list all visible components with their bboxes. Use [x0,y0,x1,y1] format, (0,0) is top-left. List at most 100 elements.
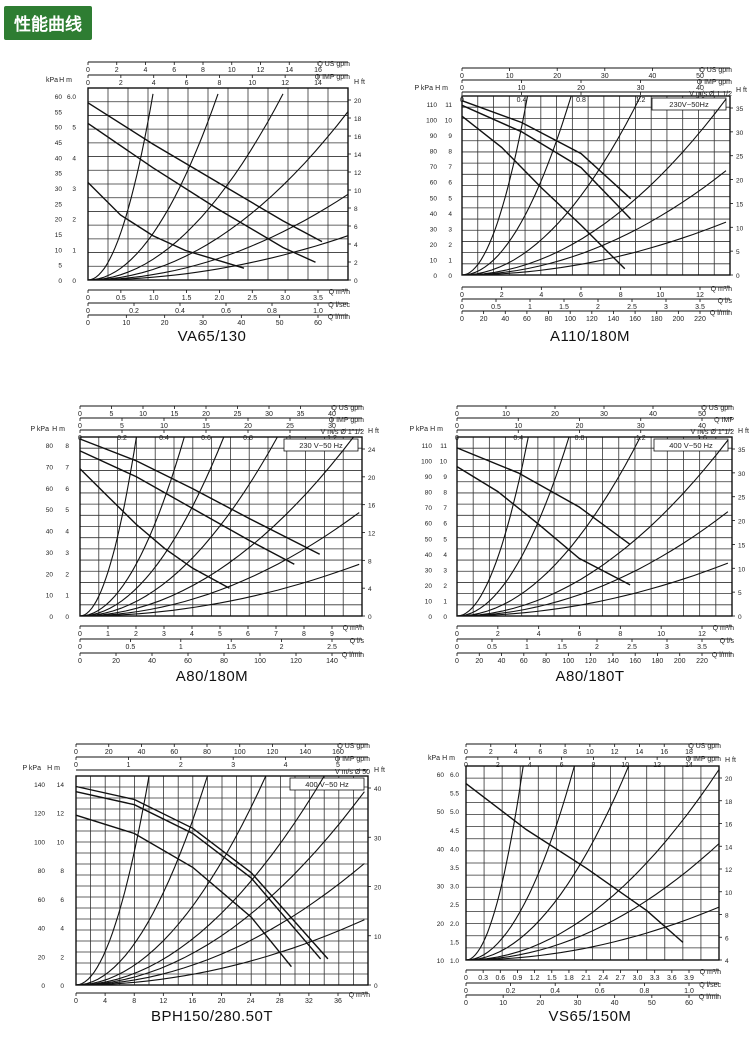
left-axis-1-tick-label: 0 [72,278,76,285]
right-axis-label: H ft [738,428,749,435]
left-axis-0-tick-label: 90 [430,133,438,140]
bottom-axis-1-tick-label: 1 [525,644,529,651]
right-axis-tick-label: 10 [725,890,733,897]
bottom-axis-2-tick-label: 10 [499,1000,507,1007]
left-axis-1-tick-label: 11 [445,102,452,109]
left-axis-1-label: H m [59,77,72,84]
system-curve [465,765,524,961]
right-axis-tick-label: 20 [368,475,376,482]
voltage-label-box [651,97,727,111]
top-axis-0-tick-label: 12 [611,749,619,756]
left-axis-1-tick-label: 1 [65,593,69,600]
top-axis-2-tick-label: 0 [455,435,459,442]
system-curve [79,436,354,617]
left-axis-1-tick-label: 5.5 [450,791,459,798]
bottom-axis-0-label: Q m³/h [329,289,350,296]
chart-caption-a80-180t: A80/180T [555,668,625,685]
pump-curve [75,791,322,960]
top-axis-0-tick-label: 10 [586,749,594,756]
left-axis-0-label: P kPa [22,765,41,772]
bottom-axis-1-tick-label: 1 [179,644,183,651]
voltage-label-box [289,777,365,791]
bottom-axis-0-tick-label: 1.2 [530,975,540,982]
bottom-axis-2-tick-label: 0 [78,658,82,665]
top-axis-2-tick-label: 1.2 [636,97,646,104]
bottom-axis-0-tick-label: 3.9 [684,975,694,982]
pump-curve [79,468,230,589]
bottom-axis-0-tick-label: 3.6 [667,975,677,982]
left-axis-0-tick-label: 35 [55,171,63,178]
left-axis-1-tick-label: 9 [443,474,447,481]
plot-frame [456,436,733,617]
bottom-axis-0-tick-label: 0.9 [513,975,523,982]
bottom-axis-1-label: Q l/sec [328,302,350,309]
left-axis-1-label: H m [430,426,443,433]
top-axis-1-label: Q IMP gpm [315,74,350,81]
top-axis-0-tick-label: 120 [267,749,279,756]
right-axis-tick-label: 12 [368,531,376,538]
top-axis-0-tick-label: 30 [601,73,609,80]
top-axis-2-label: V m/s Ø 1 1/2 [689,91,732,98]
bottom-axis-0-tick-label: 12 [696,292,704,299]
top-axis-1-tick-label: 40 [698,423,706,430]
left-axis-0-tick-label: 40 [46,529,54,536]
top-axis-1-tick-label: 20 [577,85,585,92]
bottom-axis-1-tick-label: 0.5 [491,304,501,311]
right-axis-tick-label: 35 [736,106,744,113]
left-axis-1-tick-label: 10 [57,839,65,846]
right-axis-tick-label: 30 [738,471,746,478]
right-axis-tick-label: 25 [736,154,744,161]
left-axis-1-tick-label: 8 [65,443,69,450]
left-axis-0-tick-label: 100 [426,118,437,125]
top-axis-0-tick-label: 6 [538,749,542,756]
bottom-axis-2-tick-label: 40 [237,320,245,327]
system-curve [79,563,360,617]
bottom-axis-2-tick-label: 120 [290,658,302,665]
bottom-axis-1-tick-label: 2 [596,304,600,311]
top-axis-0-label: Q US gpm [699,67,732,74]
left-axis-0-tick-label: 10 [46,593,54,600]
left-axis-1-tick-label: 6.0 [450,772,459,779]
bottom-axis-1-tick-label: 2 [595,644,599,651]
bottom-axis-1-tick-label: 0.8 [640,988,650,995]
left-axis-0-tick-label: 20 [437,921,445,928]
left-axis-1-label: H m [435,85,448,92]
system-curve [456,511,729,617]
bottom-axis-0-tick-label: 0 [86,295,90,302]
pump-curve [456,466,631,586]
top-axis-1-tick-label: 40 [696,85,704,92]
top-axis-1-tick-label: 2 [119,80,123,87]
bottom-axis-0-label: Q m³/h [713,625,734,632]
bottom-axis-2-label: Q l/min [712,652,734,659]
left-axis-0-tick-label: 0 [49,614,53,621]
top-axis-2-tick-label: 0.4 [159,435,169,442]
plot-frame [79,436,363,617]
left-axis-1-tick-label: 0 [60,983,64,990]
bottom-axis-2-tick-label: 20 [161,320,169,327]
bottom-axis-0-tick-label: 2.7 [616,975,626,982]
top-axis-2-tick-label: 1 [288,435,292,442]
top-axis-1-tick-label: 5 [120,423,124,430]
pump-curve [87,182,245,269]
system-curve [79,436,137,617]
bottom-axis-0-tick-label: 0 [455,631,459,638]
left-axis-1-tick-label: 2 [443,583,447,590]
top-axis-0-tick-label: 60 [170,749,178,756]
left-axis-0-tick-label: 10 [437,958,445,965]
left-axis-0-tick-label: 20 [46,571,54,578]
left-axis-1-tick-label: 4 [72,155,76,162]
left-axis-1-tick-label: 4.5 [450,828,459,835]
top-axis-1-tick-label: 14 [685,762,693,769]
right-axis-tick-label: 0 [738,614,742,621]
left-axis-0-tick-label: 0 [58,278,62,285]
left-axis-1-tick-label: 0 [443,614,447,621]
left-axis-1-tick-label: 3 [448,226,452,233]
top-axis-1-tick-label: 12 [653,762,661,769]
bottom-axis-2-tick-label: 0 [86,320,90,327]
left-axis-0-tick-label: 70 [46,464,54,471]
left-axis-1-tick-label: 1.5 [450,939,459,946]
top-axis-0-tick-label: 2 [115,67,119,74]
bottom-axis-2-tick-label: 40 [501,316,509,323]
system-curve [87,193,349,281]
left-axis-0-label: P kPa [414,85,433,92]
